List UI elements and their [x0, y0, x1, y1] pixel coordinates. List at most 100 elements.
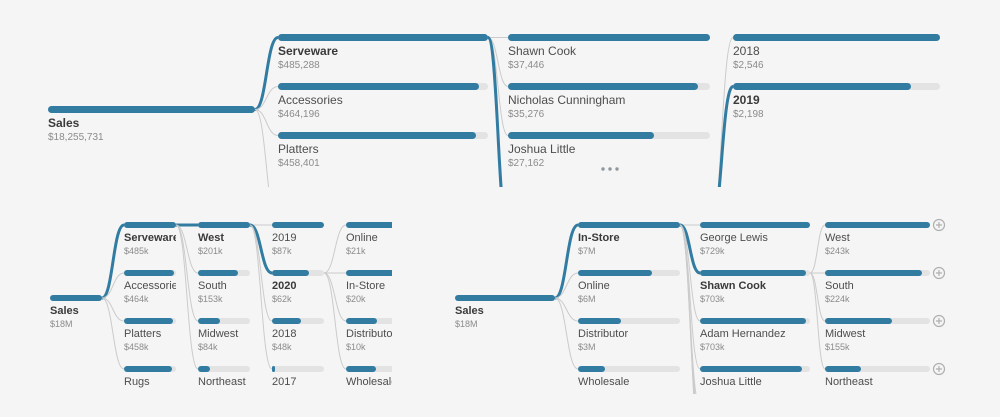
tree-node[interactable]: 2019 $87k: [272, 222, 324, 256]
node-value: $84k: [198, 341, 218, 352]
tree-node[interactable]: 2018 $48k: [272, 318, 324, 352]
tree-node[interactable]: Wholesale: [346, 366, 392, 389]
node-label: 2018: [272, 328, 297, 340]
tree-node[interactable]: Distributor $10k: [346, 318, 392, 352]
tree-node[interactable]: Accessories$464k: [124, 270, 176, 304]
tree-node[interactable]: West $243k: [825, 222, 930, 256]
node-label: Online: [346, 232, 378, 244]
tree-node[interactable]: Rugs: [124, 366, 176, 389]
value-bar-fill: [124, 222, 176, 228]
tree-node[interactable]: 2020 $62k: [272, 270, 324, 304]
value-bar: [48, 106, 255, 113]
tree-node[interactable]: Sales $18M: [50, 295, 102, 329]
node-label: Midwest: [825, 328, 866, 340]
tree-node[interactable]: Northeast: [198, 366, 250, 389]
value-bar-fill: [198, 222, 250, 228]
decomposition-tree-sales-detail: Sales $18,255,731 Serveware $485,288 Accesso…: [40, 20, 960, 187]
node-value: $703k: [700, 293, 725, 304]
node-value: $703k: [700, 341, 725, 352]
value-bar-fill: [50, 295, 102, 301]
node-value: $18,255,731: [48, 131, 104, 143]
node-value: $10k: [346, 341, 366, 352]
value-bar: [346, 270, 392, 276]
value-bar: [578, 366, 680, 372]
tree-node[interactable]: Northeast: [825, 366, 930, 389]
value-bar-fill: [578, 270, 653, 276]
value-bar-fill: [825, 366, 861, 372]
tree-node[interactable]: Sales $18,255,731: [48, 106, 255, 144]
value-bar: [198, 318, 250, 324]
node-value: $2,198: [733, 108, 764, 120]
tree-node[interactable]: Serveware $485k: [124, 222, 176, 256]
tree-node[interactable]: South $153k: [198, 270, 250, 304]
tree-node[interactable]: Nicholas Cunningham $35,276: [508, 83, 710, 121]
node-value: $458k: [124, 341, 149, 352]
value-bar-fill: [825, 222, 930, 228]
value-bar: [346, 366, 392, 372]
tree-node[interactable]: Joshua Little $27,162: [508, 132, 710, 170]
tree-node[interactable]: Midwest $155k: [825, 318, 930, 352]
tree-node[interactable]: Shawn Cook $703k: [700, 270, 810, 304]
node-label: Rugs: [124, 376, 150, 388]
link-curve: [809, 224, 826, 274]
tree-node[interactable]: In-Store $7M: [578, 222, 680, 256]
value-bar: [198, 366, 250, 372]
node-value: $62k: [272, 293, 292, 304]
value-bar-fill: [825, 318, 893, 324]
tree-node[interactable]: 2017: [272, 366, 324, 389]
node-label: 2017: [272, 376, 297, 388]
tree-node[interactable]: Serveware $485,288: [278, 34, 488, 72]
node-value: $6M: [578, 293, 596, 304]
selected-link-curve: [717, 85, 735, 187]
value-bar-fill: [700, 270, 806, 276]
node-label: 2019: [733, 94, 760, 107]
selected-link-curve: [678, 223, 702, 275]
node-label: Platters: [278, 143, 319, 156]
node-value: $155k: [825, 341, 850, 352]
node-label: Joshua Little: [700, 376, 762, 388]
node-label: Nicholas Cunningham: [508, 94, 626, 107]
tree-node[interactable]: Platters $458,401: [278, 132, 488, 170]
tree-node[interactable]: Wholesale: [578, 366, 680, 389]
tree-node[interactable]: Accessories $464,196: [278, 83, 488, 121]
value-bar: [700, 366, 810, 372]
value-bar: [272, 270, 324, 276]
tree-node[interactable]: West $201k: [198, 222, 250, 256]
value-bar: [198, 222, 250, 228]
node-value: $48k: [272, 341, 292, 352]
tree-node[interactable]: Online $21k: [346, 222, 392, 256]
node-value: $3M: [578, 341, 596, 352]
more-indicator[interactable]: [601, 167, 619, 171]
tree-node[interactable]: Online $6M: [578, 270, 680, 304]
tree-node[interactable]: 2018 $2,546: [733, 34, 940, 72]
node-label: Accessories: [124, 280, 176, 292]
expand-icon[interactable]: [932, 218, 946, 232]
node-value: $21k: [346, 245, 366, 256]
expand-icon[interactable]: [932, 362, 946, 376]
value-bar: [733, 34, 940, 41]
node-value: $458,401: [278, 157, 320, 169]
expand-icon[interactable]: [932, 314, 946, 328]
tree-node[interactable]: George Lewis $729k: [700, 222, 810, 256]
tree-node[interactable]: Platters $458k: [124, 318, 176, 352]
node-label: Distributor: [346, 328, 392, 340]
tree-node[interactable]: Sales $18M: [455, 295, 555, 329]
tree-node[interactable]: In-Store $20k: [346, 270, 392, 304]
expand-icon[interactable]: [932, 266, 946, 280]
tree-node[interactable]: Distributor $3M: [578, 318, 680, 352]
tree-node[interactable]: Joshua Little: [700, 366, 810, 389]
value-bar-fill: [825, 270, 922, 276]
node-value: $729k: [700, 245, 725, 256]
tree-node[interactable]: Shawn Cook $37,446: [508, 34, 710, 72]
tree-node[interactable]: Midwest $84k: [198, 318, 250, 352]
selected-link-curve: [100, 223, 126, 300]
value-bar: [346, 222, 392, 228]
link-curve: [254, 109, 279, 136]
value-bar-fill: [198, 318, 220, 324]
value-bar: [700, 222, 810, 228]
tree-node[interactable]: Adam Hernandez $703k: [700, 318, 810, 352]
link-curve: [717, 37, 734, 187]
node-value: $201k: [198, 245, 223, 256]
tree-node[interactable]: 2019 $2,198: [733, 83, 940, 121]
tree-node[interactable]: South $224k: [825, 270, 930, 304]
